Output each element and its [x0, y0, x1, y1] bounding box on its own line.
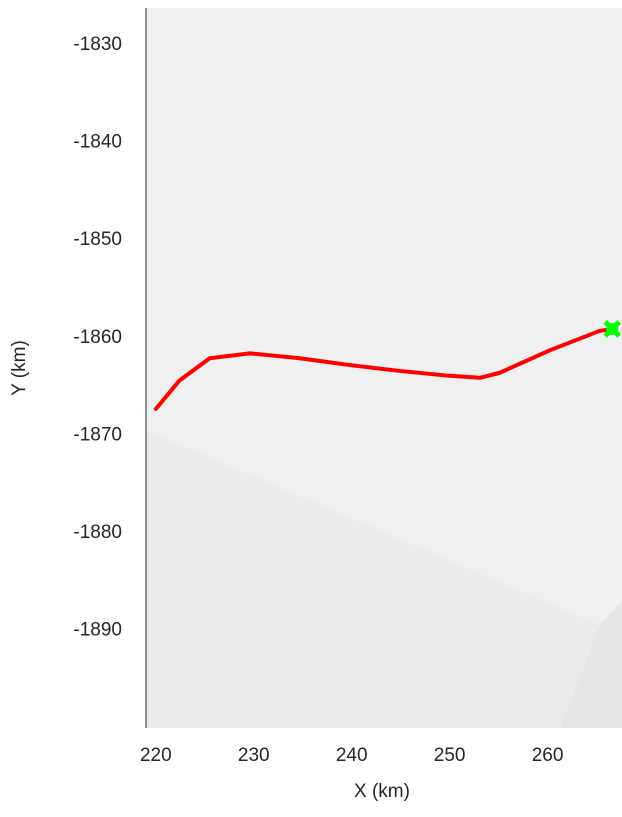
map-background	[146, 8, 622, 728]
x-tick-label: 260	[532, 745, 564, 766]
y-tick-label: -1840	[73, 132, 122, 153]
y-tick-label: -1830	[73, 34, 122, 55]
marker-dot	[606, 322, 619, 335]
y-axis-label: Y (km)	[9, 340, 30, 396]
y-tick-label: -1850	[73, 229, 122, 250]
x-tick-label: 240	[336, 745, 368, 766]
marker	[603, 320, 621, 338]
x-axis-label: X (km)	[354, 781, 410, 802]
y-tick-label: -1880	[73, 522, 122, 543]
y-tick-label: -1860	[73, 327, 122, 348]
track-line	[153, 326, 615, 411]
x-tick-label: 220	[140, 745, 172, 766]
y-tick-label: -1870	[73, 424, 122, 445]
y-tick-label: -1890	[73, 619, 122, 640]
x-tick-label: 250	[434, 745, 466, 766]
x-tick-label: 230	[238, 745, 270, 766]
